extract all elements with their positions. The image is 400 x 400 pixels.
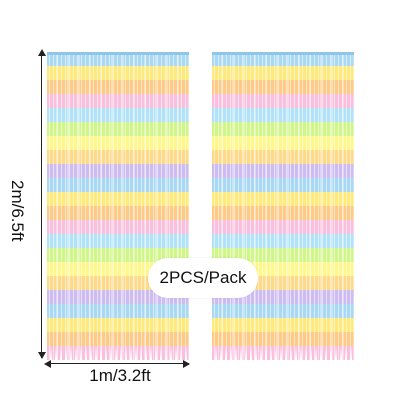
height-label: 2m/6.5ft (8, 180, 27, 242)
right-curtain-strands (212, 52, 354, 360)
width-label: 1m/3.2ft (89, 366, 151, 385)
right-curtain-shine (212, 52, 354, 360)
left-curtain-shine (47, 52, 189, 360)
width-arrow-right-icon (183, 360, 190, 368)
height-arrow-top-icon (38, 49, 46, 56)
height-arrow-bottom-icon (38, 352, 46, 359)
right-foil-curtain (212, 52, 354, 360)
pack-count-badge: 2PCS/Pack (148, 258, 258, 298)
left-curtain-fringe (47, 346, 189, 360)
left-curtain-top-band (47, 52, 189, 55)
width-dimension-line (47, 363, 189, 364)
left-foil-curtain (47, 52, 189, 360)
pack-count-label: 2PCS/Pack (159, 268, 247, 287)
right-curtain-top-band (212, 52, 354, 55)
left-curtain-strands (47, 52, 189, 360)
right-curtain-fringe (212, 346, 354, 360)
height-dimension-line (41, 52, 42, 358)
width-arrow-left-icon (44, 360, 51, 368)
